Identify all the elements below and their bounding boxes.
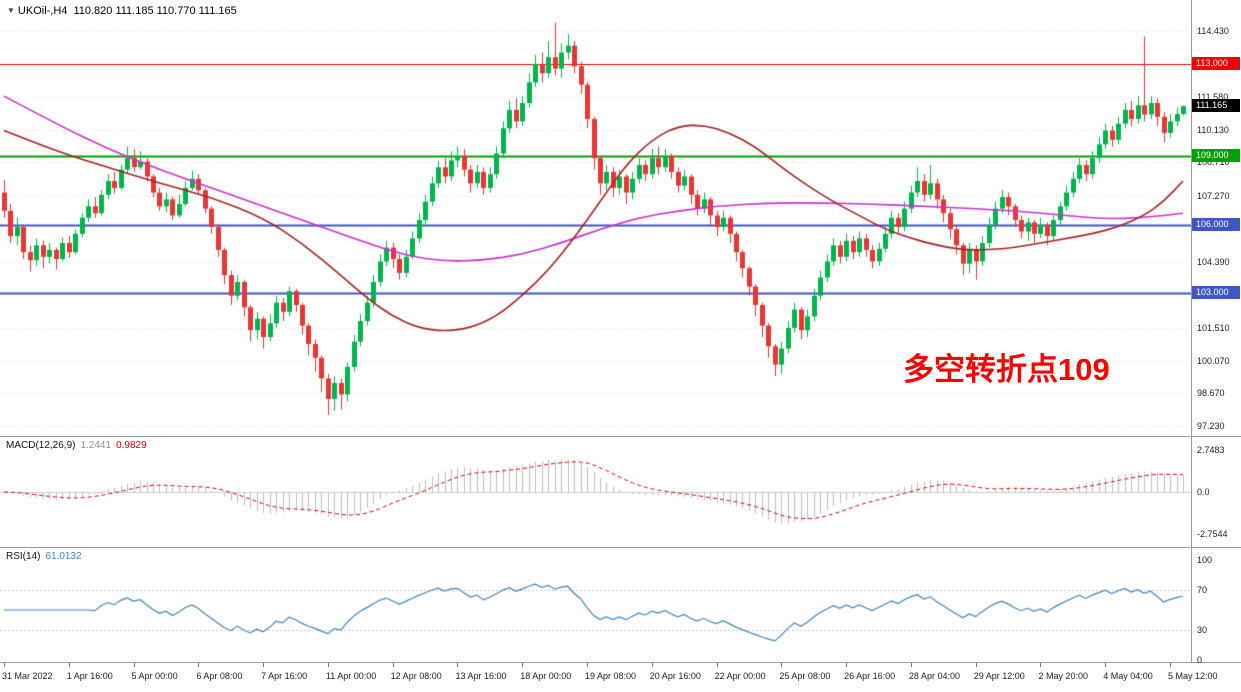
current-price-badge: 111.165 bbox=[1192, 99, 1240, 113]
symbol-timeframe: UKOil-,H4 bbox=[17, 5, 68, 17]
time-label: 22 Apr 00:00 bbox=[714, 671, 766, 681]
time-label: 1 Apr 16:00 bbox=[66, 671, 113, 681]
price-tick-label: 104.390 bbox=[1197, 256, 1230, 267]
annotation-text[interactable]: 多空转折点109 bbox=[903, 352, 1110, 387]
price-tick-label: 97.230 bbox=[1197, 420, 1225, 431]
price-level-badge: 103.000 bbox=[1192, 286, 1240, 300]
time-label: 7 Apr 16:00 bbox=[261, 671, 308, 681]
price-tick-label: 107.270 bbox=[1197, 190, 1230, 201]
rsi-panel: RSI(14) 61.0132 100 70 30 0 bbox=[0, 548, 1241, 665]
time-label: 12 Apr 08:00 bbox=[390, 671, 442, 681]
chart-title: ▼ UKOil-,H4 110.820 111.185 110.770 111.16… bbox=[7, 5, 237, 17]
price-tick-label: 101.510 bbox=[1197, 322, 1230, 333]
time-tick bbox=[1170, 663, 1171, 667]
time-label: 18 Apr 00:00 bbox=[520, 671, 572, 681]
rsi-tick-label: 0 bbox=[1197, 655, 1203, 665]
price-tick-label: 110.130 bbox=[1197, 124, 1229, 135]
rsi-tick-label: 100 bbox=[1197, 555, 1213, 565]
time-label: 6 Apr 08:00 bbox=[196, 671, 243, 681]
macd-chart-canvas[interactable] bbox=[0, 437, 1191, 547]
time-tick bbox=[1040, 663, 1041, 667]
time-tick bbox=[652, 663, 653, 667]
time-tick bbox=[717, 663, 718, 667]
time-tick bbox=[1105, 663, 1106, 667]
price-tick-label: 111.580 bbox=[1197, 91, 1229, 102]
time-tick bbox=[198, 663, 199, 667]
macd-label: MACD(12,26,9) 1.2441 0.9829 bbox=[6, 440, 152, 451]
ohlc-values: 110.820 111.185 110.770 111.165 bbox=[73, 5, 237, 17]
time-label: 4 May 04:00 bbox=[1103, 671, 1153, 681]
macd-signal-value: 0.9829 bbox=[116, 440, 147, 451]
macd-name: MACD(12,26,9) bbox=[6, 440, 76, 451]
price-panel: ▼ UKOil-,H4 110.820 111.185 110.770 111.16… bbox=[0, 0, 1241, 437]
price-chart-canvas[interactable] bbox=[0, 0, 1191, 436]
time-tick bbox=[69, 663, 70, 667]
rsi-chart-canvas[interactable] bbox=[0, 548, 1191, 662]
macd-tick-label: 0.0 bbox=[1197, 487, 1210, 497]
time-tick bbox=[4, 663, 5, 667]
time-label: 29 Apr 12:00 bbox=[973, 671, 1025, 681]
time-label: 13 Apr 16:00 bbox=[455, 671, 507, 681]
time-tick bbox=[976, 663, 977, 667]
rsi-name: RSI(14) bbox=[6, 551, 41, 562]
rsi-axis[interactable]: 100 70 30 0 bbox=[1191, 548, 1241, 665]
time-label: 25 Apr 08:00 bbox=[779, 671, 831, 681]
macd-main-value: 1.2441 bbox=[80, 440, 112, 451]
price-tick-label: 100.070 bbox=[1197, 355, 1230, 366]
time-label: 19 Apr 08:00 bbox=[585, 671, 637, 681]
time-tick bbox=[781, 663, 782, 667]
time-label: 31 Mar 2022 bbox=[2, 671, 53, 681]
time-label: 20 Apr 16:00 bbox=[649, 671, 701, 681]
time-tick bbox=[846, 663, 847, 667]
symbol-marker-icon: ▼ bbox=[7, 6, 15, 15]
time-tick bbox=[328, 663, 329, 667]
time-tick bbox=[911, 663, 912, 667]
time-tick bbox=[457, 663, 458, 667]
time-axis[interactable]: 31 Mar 2022 1 Apr 16:00 5 Apr 00:00 6 Apr 0… bbox=[0, 663, 1241, 692]
time-label: 11 Apr 00:00 bbox=[325, 671, 377, 681]
macd-tick-label: 2.7483 bbox=[1197, 445, 1225, 455]
time-label: 5 May 12:00 bbox=[1168, 671, 1218, 681]
price-tick-label: 108.710 bbox=[1197, 157, 1230, 168]
time-label: 26 Apr 16:00 bbox=[844, 671, 896, 681]
time-tick bbox=[393, 663, 394, 667]
macd-panel: MACD(12,26,9) 1.2441 0.9829 2.7483 0.0 -2.75… bbox=[0, 437, 1241, 548]
time-tick bbox=[522, 663, 523, 667]
time-tick bbox=[587, 663, 588, 667]
rsi-label: RSI(14) 61.0132 bbox=[6, 551, 87, 562]
macd-axis[interactable]: 2.7483 0.0 -2.7544 bbox=[1191, 437, 1241, 547]
macd-tick-label: -2.7544 bbox=[1197, 529, 1228, 540]
rsi-tick-label: 70 bbox=[1197, 585, 1208, 595]
price-level-badge: 109.000 bbox=[1192, 148, 1240, 162]
time-label: 2 May 20:00 bbox=[1038, 671, 1088, 681]
time-label: 5 Apr 00:00 bbox=[131, 671, 178, 681]
rsi-value: 61.0132 bbox=[45, 551, 82, 562]
price-tick-label: 98.670 bbox=[1197, 387, 1225, 398]
price-axis[interactable]: 114.430 111.580 110.130 108.710 107.270 104.3… bbox=[1191, 0, 1241, 436]
price-level-badge: 113.000 bbox=[1192, 57, 1240, 71]
time-label: 28 Apr 04:00 bbox=[908, 671, 960, 681]
price-tick-label: 114.430 bbox=[1197, 26, 1229, 37]
rsi-tick-label: 30 bbox=[1197, 625, 1208, 635]
time-tick bbox=[134, 663, 135, 667]
price-level-badge: 106.000 bbox=[1192, 217, 1240, 231]
time-tick bbox=[263, 663, 264, 667]
